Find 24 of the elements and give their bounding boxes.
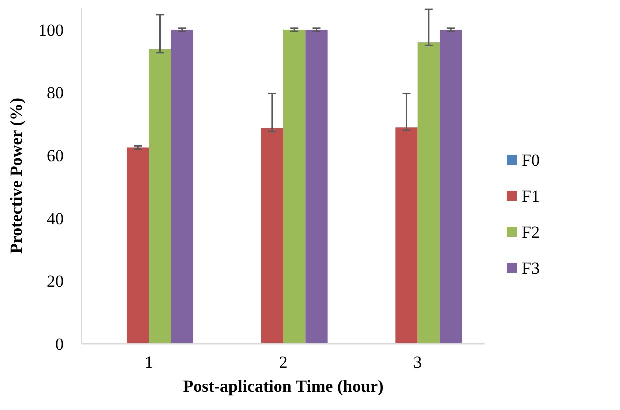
x-tick-label: 2 [279,353,288,372]
bar [396,128,418,344]
y-tick-label: 20 [47,272,64,292]
bar [284,30,306,344]
bar [306,30,328,344]
legend-label: F1 [522,186,540,206]
y-axis-title: Protective Power (%) [7,98,26,254]
x-tick-label: 3 [414,353,422,372]
y-tick-label: 80 [47,84,64,103]
legend-label: F0 [522,150,540,170]
bar [171,30,194,344]
y-tick-label: 0 [56,334,64,354]
bar [418,42,440,344]
legend-label: F2 [522,222,540,242]
bar [127,148,150,344]
x-tick-label: 1 [144,353,154,372]
y-tick-label: 100 [38,20,64,40]
legend-label: F3 [522,258,540,278]
x-axis-title: Post-aplication Time (hour) [183,377,384,396]
bar [440,30,462,344]
bar [149,49,172,344]
y-tick-label: 40 [47,209,64,228]
y-tick-label: 60 [47,146,64,166]
bar [261,128,284,344]
